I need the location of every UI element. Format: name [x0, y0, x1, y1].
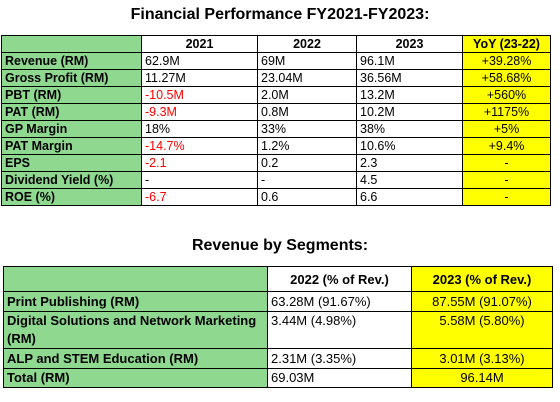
- financial-row: PAT (RM) -9.3M 0.8M 10.2M +1175%: [1, 103, 551, 121]
- value-2023: 10.6%: [356, 137, 463, 155]
- value-2021: -6.7: [141, 188, 258, 206]
- segment-value-2022: 3.44M (4.98%): [267, 311, 412, 349]
- value-yoy: -: [462, 154, 551, 172]
- segment-header-corner: [3, 266, 268, 292]
- segment-label: Print Publishing (RM): [3, 291, 268, 312]
- segment-header-2023: 2023 (% of Rev.): [411, 266, 553, 292]
- value-2022: -: [257, 171, 357, 189]
- financial-row: GP Margin 18% 33% 38% +5%: [1, 120, 551, 138]
- row-label: EPS: [1, 154, 142, 172]
- financial-row: EPS -2.1 0.2 2.3-: [1, 154, 551, 172]
- row-label: PAT (RM): [1, 103, 142, 121]
- value-2023: 36.56M: [356, 69, 463, 87]
- segment-label: Total (RM): [3, 368, 268, 388]
- value-2023: 4.5: [356, 171, 463, 189]
- financial-row: Gross Profit (RM) 11.27M 23.04M 36.56M +58.6…: [1, 69, 551, 87]
- segment-value-2023: 3.01M (3.13%): [411, 348, 553, 369]
- value-2023: 13.2M: [356, 86, 463, 104]
- segment-row: Total (RM) 69.03M 96.14M: [3, 368, 553, 388]
- value-2022: 0.2: [257, 154, 357, 172]
- segment-value-2023: 5.58M (5.80%): [411, 311, 553, 349]
- value-yoy: +39.28%: [462, 52, 551, 70]
- row-label: Dividend Yield (%): [1, 171, 142, 189]
- header-corner-cell: [1, 35, 142, 53]
- value-yoy: -: [462, 171, 551, 189]
- segment-label: Digital Solutions and Network Marketing …: [3, 311, 268, 349]
- segment-header-row: 2022 (% of Rev.) 2023 (% of Rev.): [3, 266, 553, 292]
- revenue-segments-table: 2022 (% of Rev.) 2023 (% of Rev.) Print …: [3, 266, 553, 388]
- value-yoy: +560%: [462, 86, 551, 104]
- value-2022: 1.2%: [257, 137, 357, 155]
- value-2023: 38%: [356, 120, 463, 138]
- segment-value-2022: 69.03M: [267, 368, 412, 388]
- segment-row: ALP and STEM Education (RM) 2.31M (3.35%)…: [3, 348, 553, 369]
- value-yoy: -: [462, 188, 551, 206]
- segment-row: Print Publishing (RM) 63.28M (91.67%) 87.5…: [3, 291, 553, 312]
- financial-header-row: 2021 2022 2023 YoY (23-22): [1, 35, 551, 53]
- row-label: GP Margin: [1, 120, 142, 138]
- value-2023: 96.1M: [356, 52, 463, 70]
- header-yoy: YoY (23-22): [462, 35, 551, 53]
- segment-header-2022: 2022 (% of Rev.): [267, 266, 412, 292]
- value-2021: -2.1: [141, 154, 258, 172]
- value-yoy: +9.4%: [462, 137, 551, 155]
- header-2023: 2023: [356, 35, 463, 53]
- row-label: Revenue (RM): [1, 52, 142, 70]
- value-2022: 2.0M: [257, 86, 357, 104]
- header-2021: 2021: [141, 35, 258, 53]
- financial-performance-table: 2021 2022 2023 YoY (23-22) Revenue (RM) 6…: [1, 35, 551, 206]
- financial-row: Dividend Yield (%) - -4.5-: [1, 171, 551, 189]
- value-2022: 23.04M: [257, 69, 357, 87]
- value-2021: -9.3M: [141, 103, 258, 121]
- value-yoy: +1175%: [462, 103, 551, 121]
- value-2022: 33%: [257, 120, 357, 138]
- row-label: PAT Margin: [1, 137, 142, 155]
- financial-row: Revenue (RM) 62.9M 69M 96.1M +39.28%: [1, 52, 551, 70]
- financial-title: Financial Performance FY2021-FY2023:: [130, 6, 430, 23]
- value-2023: 6.6: [356, 188, 463, 206]
- segment-value-2023: 96.14M: [411, 368, 553, 388]
- row-label: ROE (%): [1, 188, 142, 206]
- row-label: Gross Profit (RM): [1, 69, 142, 87]
- value-2022: 0.8M: [257, 103, 357, 121]
- segment-row: Digital Solutions and Network Marketing …: [3, 311, 553, 349]
- row-label: PBT (RM): [1, 86, 142, 104]
- value-2022: 69M: [257, 52, 357, 70]
- value-2021: 18%: [141, 120, 258, 138]
- segments-title: Revenue by Segments:: [191, 237, 369, 254]
- header-2022: 2022: [257, 35, 357, 53]
- value-2023: 2.3: [356, 154, 463, 172]
- segment-value-2023: 87.55M (91.07%): [411, 291, 553, 312]
- value-2021: -: [141, 171, 258, 189]
- value-yoy: +58.68%: [462, 69, 551, 87]
- value-2023: 10.2M: [356, 103, 463, 121]
- segment-label: ALP and STEM Education (RM): [3, 348, 268, 369]
- value-2021: 62.9M: [141, 52, 258, 70]
- segment-value-2022: 2.31M (3.35%): [267, 348, 412, 369]
- value-yoy: +5%: [462, 120, 551, 138]
- segment-value-2022: 63.28M (91.67%): [267, 291, 412, 312]
- financial-row: ROE (%) -6.7 0.6 6.6-: [1, 188, 551, 206]
- value-2021: 11.27M: [141, 69, 258, 87]
- value-2021: -10.5M: [141, 86, 258, 104]
- value-2021: -14.7%: [141, 137, 258, 155]
- financial-row: PAT Margin -14.7% 1.2% 10.6% +9.4%: [1, 137, 551, 155]
- financial-row: PBT (RM) -10.5M 2.0M 13.2M +560%: [1, 86, 551, 104]
- value-2022: 0.6: [257, 188, 357, 206]
